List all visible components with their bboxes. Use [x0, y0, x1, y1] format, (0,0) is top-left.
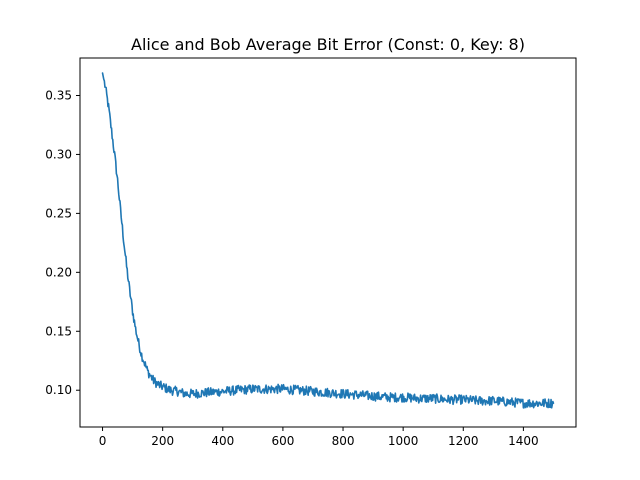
x-tick-label: 1000	[388, 434, 419, 448]
y-tick-label: 0.20	[45, 265, 72, 279]
x-tick-label: 200	[151, 434, 174, 448]
x-tick-label: 1400	[508, 434, 539, 448]
chart-title: Alice and Bob Average Bit Error (Const: …	[131, 35, 525, 54]
y-tick-label: 0.15	[45, 324, 72, 338]
x-tick-label: 400	[211, 434, 234, 448]
y-tick-label: 0.25	[45, 206, 72, 220]
x-tick-label: 800	[332, 434, 355, 448]
y-tick-label: 0.10	[45, 383, 72, 397]
x-axis: 0 200 400 600 800 1000 1200 1400	[99, 427, 539, 448]
y-tick-label: 0.35	[45, 88, 72, 102]
x-tick-label: 600	[271, 434, 294, 448]
plot-area	[101, 72, 555, 409]
bit-error-series-line	[101, 72, 555, 409]
y-tick-label: 0.30	[45, 147, 72, 161]
axes-frame	[79, 57, 577, 428]
y-axis: 0.10 0.15 0.20 0.25 0.30 0.35	[45, 88, 80, 397]
x-tick-label: 1200	[448, 434, 479, 448]
x-tick-label: 0	[99, 434, 107, 448]
